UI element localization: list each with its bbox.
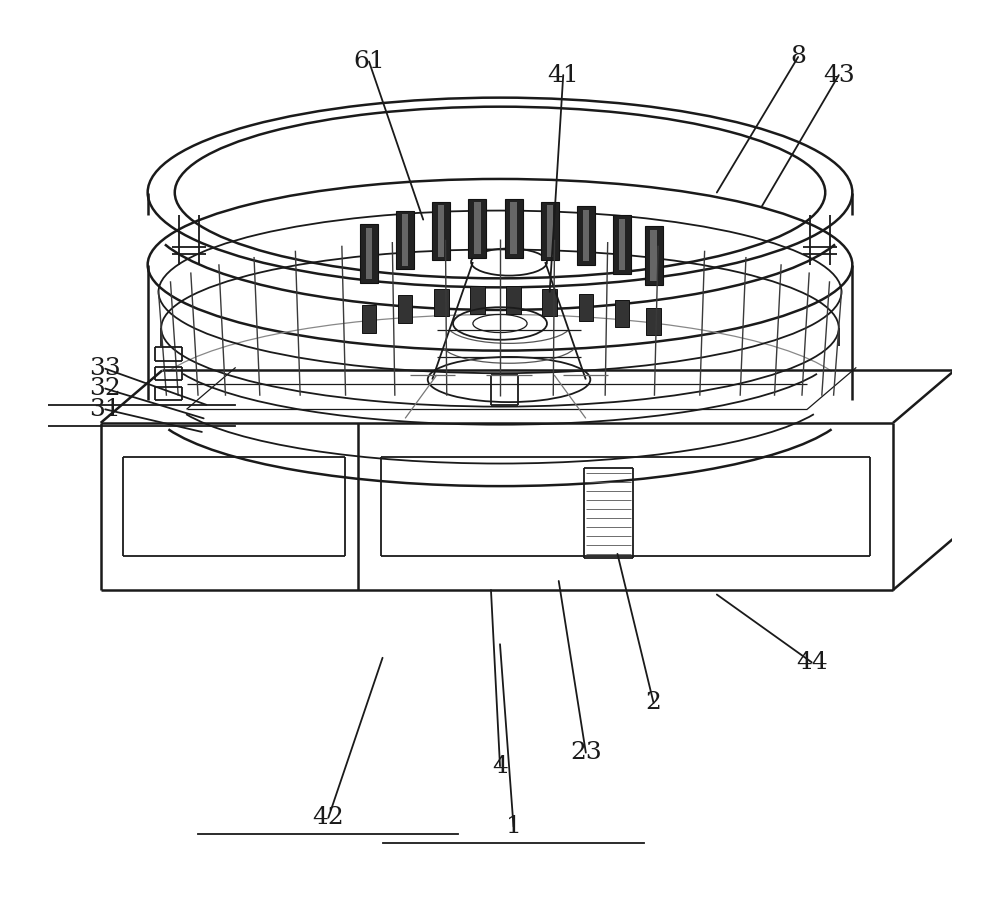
FancyBboxPatch shape bbox=[506, 286, 521, 314]
Text: 31: 31 bbox=[89, 398, 121, 421]
Text: 42: 42 bbox=[312, 806, 344, 829]
FancyBboxPatch shape bbox=[402, 215, 408, 265]
FancyBboxPatch shape bbox=[474, 203, 481, 254]
Text: 8: 8 bbox=[790, 45, 806, 68]
FancyBboxPatch shape bbox=[541, 202, 559, 260]
FancyBboxPatch shape bbox=[362, 305, 376, 333]
FancyBboxPatch shape bbox=[468, 199, 486, 257]
FancyBboxPatch shape bbox=[434, 289, 449, 316]
FancyBboxPatch shape bbox=[650, 230, 657, 281]
FancyBboxPatch shape bbox=[613, 215, 631, 274]
FancyBboxPatch shape bbox=[438, 205, 444, 256]
FancyBboxPatch shape bbox=[510, 203, 517, 254]
FancyBboxPatch shape bbox=[646, 308, 661, 335]
FancyBboxPatch shape bbox=[366, 228, 372, 279]
Text: 4: 4 bbox=[492, 754, 508, 778]
Text: 43: 43 bbox=[823, 64, 855, 86]
Text: 33: 33 bbox=[89, 357, 121, 380]
Text: 2: 2 bbox=[646, 692, 662, 714]
Text: 61: 61 bbox=[353, 50, 385, 73]
FancyBboxPatch shape bbox=[360, 225, 378, 283]
FancyBboxPatch shape bbox=[542, 289, 557, 316]
FancyBboxPatch shape bbox=[645, 226, 663, 285]
FancyBboxPatch shape bbox=[619, 219, 625, 270]
FancyBboxPatch shape bbox=[615, 300, 629, 327]
FancyBboxPatch shape bbox=[547, 205, 553, 256]
FancyBboxPatch shape bbox=[398, 295, 412, 323]
FancyBboxPatch shape bbox=[396, 211, 414, 269]
Text: 32: 32 bbox=[89, 377, 121, 400]
FancyBboxPatch shape bbox=[583, 210, 589, 261]
Text: 44: 44 bbox=[796, 651, 828, 674]
FancyBboxPatch shape bbox=[470, 286, 485, 314]
FancyBboxPatch shape bbox=[505, 199, 523, 257]
Text: 1: 1 bbox=[506, 815, 521, 838]
Text: 41: 41 bbox=[547, 64, 579, 86]
FancyBboxPatch shape bbox=[577, 206, 595, 265]
Text: 23: 23 bbox=[570, 741, 602, 764]
FancyBboxPatch shape bbox=[579, 294, 593, 321]
FancyBboxPatch shape bbox=[432, 202, 450, 260]
